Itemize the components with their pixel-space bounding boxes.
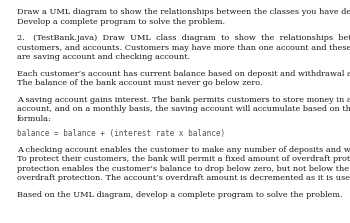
Text: Develop a complete program to solve the problem.: Develop a complete program to solve the …: [17, 18, 225, 26]
Text: 2.  (TestBank.java)  Draw  UML  class  diagram  to  show  the  relationships  be: 2. (TestBank.java) Draw UML class diagra…: [17, 35, 350, 42]
Text: Based on the UML diagram, develop a complete program to solve the problem.: Based on the UML diagram, develop a comp…: [17, 191, 342, 199]
Text: balance = balance + (interest rate x balance): balance = balance + (interest rate x bal…: [17, 130, 225, 138]
Text: are saving account and checking account.: are saving account and checking account.: [17, 54, 190, 62]
Text: A saving account gains interest. The bank permits customers to store money in a : A saving account gains interest. The ban…: [17, 96, 350, 104]
Text: overdraft protection. The account’s overdraft amount is decremented as it is use: overdraft protection. The account’s over…: [17, 174, 350, 182]
Text: customers, and accounts. Customers may have more than one account and these acco: customers, and accounts. Customers may h…: [17, 44, 350, 52]
Text: The balance of the bank account must never go below zero.: The balance of the bank account must nev…: [17, 79, 262, 87]
Text: account, and on a monthly basis, the saving account will accumulate based on the: account, and on a monthly basis, the sav…: [17, 105, 350, 114]
Text: Draw a UML diagram to show the relationships between the classes you have design: Draw a UML diagram to show the relations…: [17, 8, 350, 17]
Text: formula:: formula:: [17, 115, 51, 123]
Text: protection enables the customer’s balance to drop below zero, but not below the : protection enables the customer’s balanc…: [17, 165, 350, 173]
Text: A checking account enables the customer to make any number of deposits and withd: A checking account enables the customer …: [17, 146, 350, 154]
Text: To protect their customers, the bank will permit a fixed amount of overdraft pro: To protect their customers, the bank wil…: [17, 155, 350, 163]
Text: Each customer’s account has current balance based on deposit and withdrawal acti: Each customer’s account has current bala…: [17, 70, 350, 78]
